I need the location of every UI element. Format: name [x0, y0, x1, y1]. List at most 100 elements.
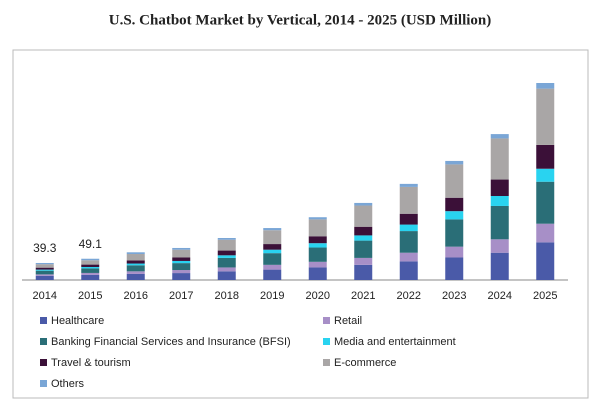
bar-segment [172, 257, 191, 261]
bar-segment [263, 249, 282, 254]
bar-segment [217, 255, 236, 258]
bar-segment [445, 197, 464, 212]
legend-label: Banking Financial Services and Insurance… [51, 336, 291, 348]
bar-segment [445, 219, 464, 247]
legend-swatch [40, 317, 47, 324]
bar-segment [126, 265, 145, 272]
x-tick-label: 2016 [124, 290, 148, 302]
bar-segment [35, 269, 54, 271]
bar-segment [308, 217, 327, 220]
bar-segment [35, 267, 54, 270]
legend-swatch [40, 338, 47, 345]
bar-segment [263, 230, 282, 245]
bar-segment [445, 164, 464, 198]
bar-segment [81, 268, 100, 273]
bar-segment [354, 264, 373, 280]
bar-segment [81, 258, 100, 261]
bar-segment [536, 242, 555, 280]
bar-segment [126, 271, 145, 274]
bar-segment [399, 183, 418, 187]
bar-segment [490, 138, 509, 180]
bar-segment [35, 264, 54, 268]
x-tick-label: 2018 [215, 290, 239, 302]
x-tick-label: 2023 [442, 290, 466, 302]
bar-segment [308, 267, 327, 280]
bar-segment [399, 213, 418, 225]
total-label: 49.1 [79, 237, 103, 251]
bar-segment [399, 231, 418, 253]
bar-segment [490, 134, 509, 139]
bar-segment [399, 252, 418, 262]
bar-segment [536, 168, 555, 182]
bar-segment [172, 270, 191, 274]
bar-segment [217, 238, 236, 240]
bar-segment [399, 186, 418, 214]
bar-segment [490, 196, 509, 206]
bar-segment [126, 273, 145, 280]
bar-segment [536, 88, 555, 145]
bar-segment [126, 263, 145, 266]
bar-segment [536, 223, 555, 243]
bar-segment [126, 254, 145, 261]
bar-segment [536, 83, 555, 89]
x-tick-label: 2015 [78, 290, 102, 302]
x-tick-label: 2024 [488, 290, 512, 302]
bar-segment [490, 239, 509, 253]
bar-segment [399, 224, 418, 232]
bar-segment [490, 252, 509, 280]
legend-label: Others [51, 378, 85, 390]
bar-segment [217, 271, 236, 280]
chart-frame [12, 49, 589, 399]
bar-segment [308, 219, 327, 237]
total-label: 39.3 [33, 241, 57, 255]
legend-swatch [323, 359, 330, 366]
bar-segment [308, 247, 327, 262]
legend-label: Travel & tourism [51, 357, 131, 369]
x-tick-label: 2022 [397, 290, 421, 302]
bar-segment [308, 236, 327, 244]
bar-segment [308, 261, 327, 268]
bar-segment [217, 267, 236, 272]
bar-segment [217, 250, 236, 256]
bar-segment [172, 263, 191, 271]
bar-segment [81, 272, 100, 275]
x-tick-label: 2014 [33, 290, 57, 302]
legend-label: E-commerce [334, 357, 396, 369]
legend-swatch [40, 359, 47, 366]
bar-segment [536, 144, 555, 169]
bar-segment [217, 239, 236, 251]
x-tick-label: 2025 [533, 290, 557, 302]
bar-segment [354, 226, 373, 236]
bar-segment [217, 257, 236, 268]
bar-segment [263, 228, 282, 231]
bar-segment [126, 252, 145, 255]
legend-swatch [323, 317, 330, 324]
x-tick-label: 2019 [260, 290, 284, 302]
bar-segment [354, 202, 373, 206]
legend-swatch [323, 338, 330, 345]
bar-segment [126, 260, 145, 264]
bar-segment [172, 247, 191, 250]
bar-segment [35, 270, 54, 275]
legend-label: Retail [334, 315, 362, 327]
bar-segment [445, 246, 464, 258]
bar-segment [308, 243, 327, 248]
bar-segment [263, 244, 282, 250]
bar-segment [263, 253, 282, 265]
bar-segment [263, 269, 282, 280]
legend-label: Media and entertainment [334, 336, 456, 348]
bar-segment [445, 211, 464, 220]
bar-segment [81, 274, 100, 280]
x-tick-label: 2021 [351, 290, 375, 302]
bar-segment [354, 257, 373, 265]
bar-segment [172, 273, 191, 280]
bar-segment [172, 260, 191, 264]
x-tick-label: 2017 [169, 290, 193, 302]
bar-segment [490, 205, 509, 240]
chart-title: U.S. Chatbot Market by Vertical, 2014 - … [109, 12, 492, 28]
bar-segment [172, 249, 191, 258]
bar-segment [399, 261, 418, 280]
legend-label: Healthcare [51, 315, 104, 327]
bar-segment [445, 160, 464, 165]
